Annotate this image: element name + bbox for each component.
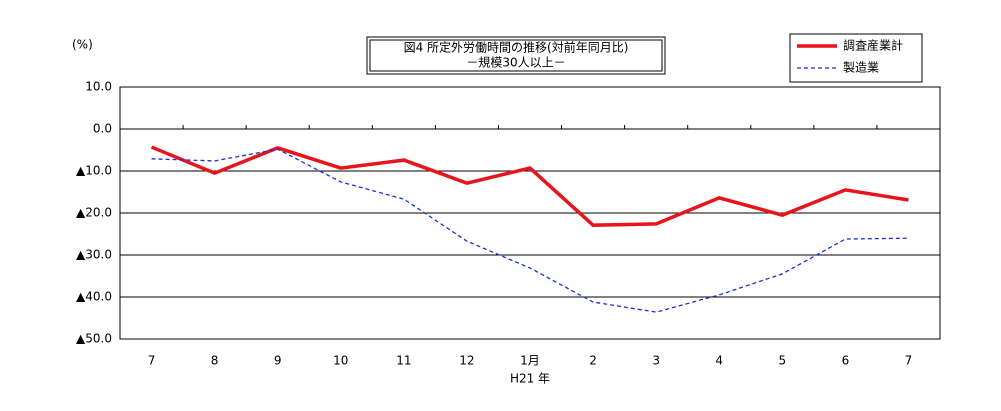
line-series	[150, 145, 909, 227]
y-tick-label: 0.0	[93, 122, 112, 136]
x-tick-label: 6	[842, 354, 850, 368]
y-tick-label: 10.0	[85, 80, 112, 94]
x-tick-label: 7	[148, 354, 156, 368]
x-tick-label: 1月	[520, 354, 540, 368]
title-box-inner	[369, 39, 663, 72]
y-tick-label: ▲40.0	[76, 290, 112, 304]
x-tick-label: 3	[652, 354, 660, 368]
x-tick-label: 4	[715, 354, 723, 368]
chart-subtitle: －規模30人以上－	[466, 55, 565, 70]
legend-box	[789, 33, 923, 83]
legend-label: 調査産業計	[843, 38, 903, 53]
y-tick-label: ▲50.0	[76, 332, 112, 346]
x-tick-label: 11	[396, 354, 411, 368]
x-tick-label: 5	[778, 354, 786, 368]
line-series	[151, 148, 909, 313]
x-tick-label: 10	[333, 354, 348, 368]
y-tick-label: ▲20.0	[76, 206, 112, 220]
x-tick-label: 8	[211, 354, 219, 368]
chart-title: 図4 所定外労働時間の推移(対前年同月比)	[404, 40, 629, 55]
y-tick-label: ▲30.0	[76, 248, 112, 262]
x-tick-label: 12	[459, 354, 474, 368]
x-tick-label: 2	[589, 354, 597, 368]
unit-label: (%)	[72, 38, 93, 52]
title-box	[366, 36, 666, 75]
x-axis-label: H21 年	[510, 372, 550, 386]
x-tick-label: 9	[274, 354, 282, 368]
x-tick-label: 7	[905, 354, 913, 368]
legend-label: 製造業	[843, 61, 879, 75]
y-tick-label: ▲10.0	[76, 164, 112, 178]
